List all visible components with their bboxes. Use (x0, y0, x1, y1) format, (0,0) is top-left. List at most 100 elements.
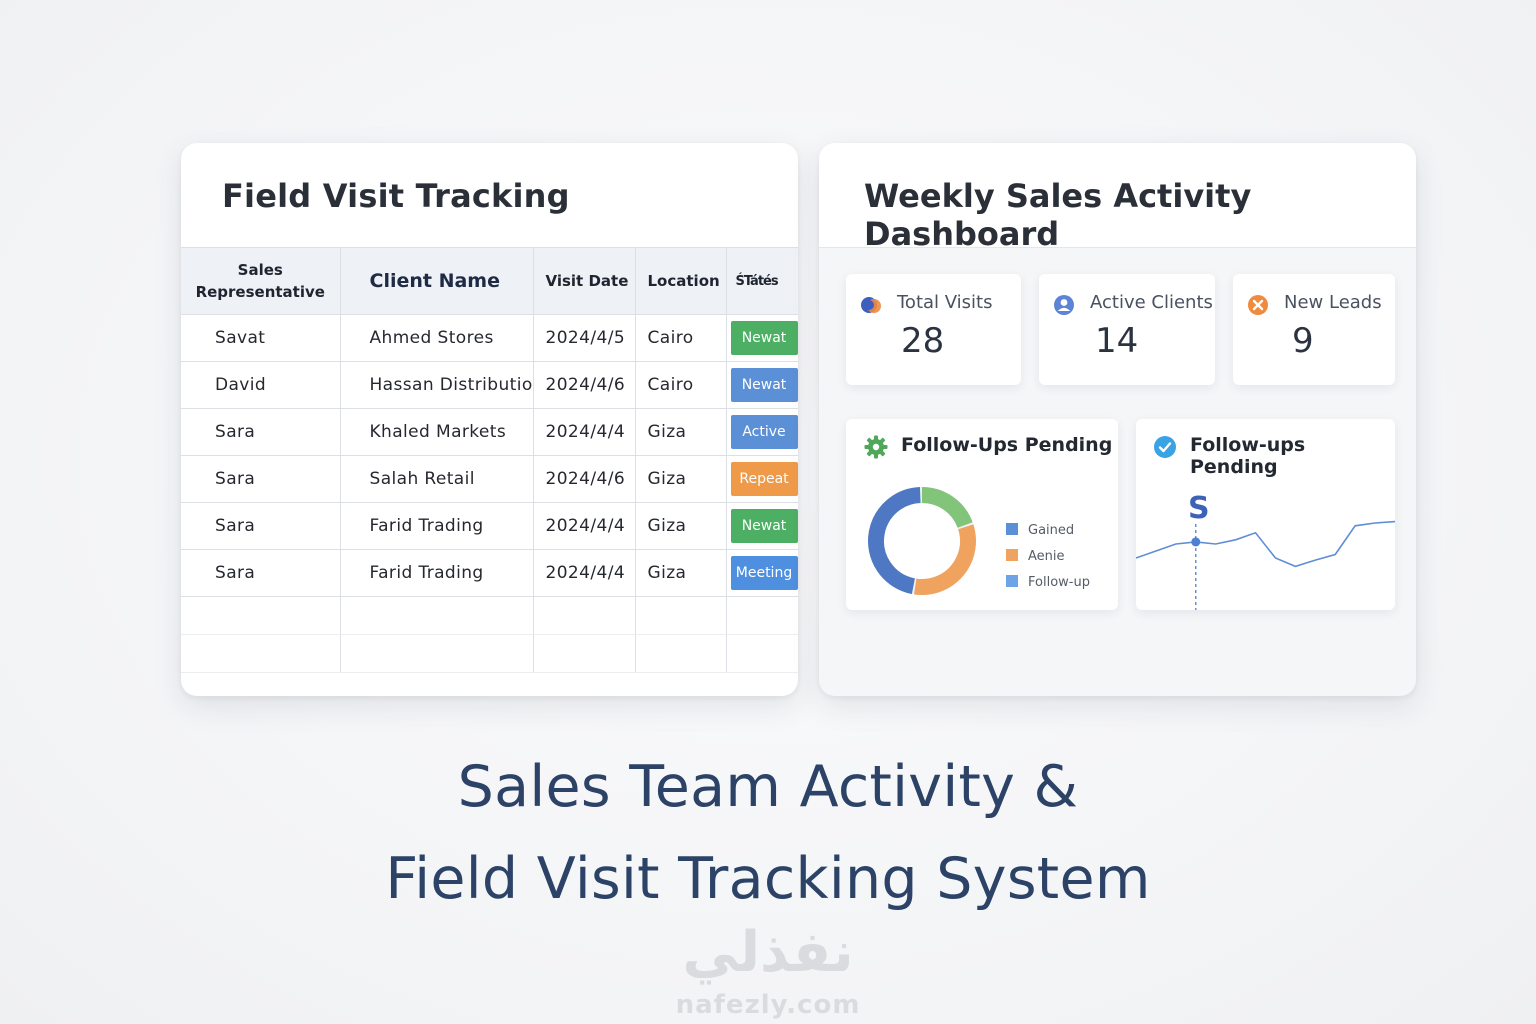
stat-value: 28 (901, 321, 945, 361)
empty-cell (726, 596, 798, 635)
table-row[interactable]: Savat Ahmed Stores 2024/4/5 Cairo Newat (181, 314, 798, 362)
table-row[interactable]: Sara Farid Trading 2024/4/4 Giza Meeting (181, 549, 798, 597)
stat-value: 9 (1292, 321, 1314, 361)
column-header-client-name[interactable]: Client Name (340, 247, 534, 315)
cell-visit-date: 2024/4/5 (533, 314, 636, 362)
field-visit-panel: Field Visit Tracking Sales Representativ… (181, 143, 798, 696)
cell-location: Giza (635, 408, 727, 456)
cell-status: Newat (726, 314, 798, 362)
empty-cell (635, 596, 727, 635)
check-circle-icon (1154, 436, 1176, 458)
cell-client-name: Salah Retail (340, 455, 534, 503)
empty-cell (181, 634, 341, 673)
legend-item-aenie: Aenie (1006, 549, 1065, 564)
cell-sales-rep: Sara (181, 455, 341, 503)
legend-swatch (1006, 575, 1018, 587)
line-card-title: Follow-ups Pending (1190, 434, 1306, 478)
field-visit-title: Field Visit Tracking (222, 177, 570, 215)
empty-cell (533, 596, 636, 635)
line-point-highlight[interactable] (1191, 537, 1201, 547)
legend-item-gained: Gained (1006, 523, 1074, 538)
stat-label: New Leads (1284, 292, 1382, 313)
dashboard-title: Weekly Sales Activity Dashboard (864, 177, 1252, 253)
cell-visit-date: 2024/4/4 (533, 549, 636, 597)
table-row[interactable]: David Hassan Distribution 2024/4/6 Cairo New… (181, 361, 798, 409)
stat-label: Total Visits (897, 292, 993, 313)
column-header-status[interactable]: ŚTátés (726, 247, 798, 315)
empty-cell (533, 634, 636, 673)
column-header-sales-rep[interactable]: Sales Representative (181, 247, 341, 315)
table-header-row: Sales Representative Client Name Visit D… (181, 247, 798, 315)
legend-swatch (1006, 523, 1018, 535)
dashboard-header: Weekly Sales Activity Dashboard (819, 143, 1416, 253)
line-marker-label: S (1188, 491, 1210, 526)
user-icon (1054, 295, 1074, 315)
stat-label: Active Clients (1090, 292, 1213, 313)
empty-cell (635, 634, 727, 673)
table-row[interactable]: Sara Khaled Markets 2024/4/4 Giza Active (181, 408, 798, 456)
cell-status: Newat (726, 502, 798, 550)
cell-sales-rep: Sara (181, 408, 341, 456)
empty-cell (181, 596, 341, 635)
cell-sales-rep: David (181, 361, 341, 409)
cell-location: Cairo (635, 314, 727, 362)
cell-client-name: Khaled Markets (340, 408, 534, 456)
lead-icon (1248, 295, 1268, 315)
empty-table-row (181, 634, 798, 673)
dashboard-panel: Weekly Sales Activity Dashboard Total Vi… (819, 143, 1416, 696)
column-header-visit-date[interactable]: Visit Date (533, 247, 636, 315)
cell-location: Giza (635, 502, 727, 550)
table-row[interactable]: Sara Salah Retail 2024/4/6 Giza Repeat (181, 455, 798, 503)
cell-status: Active (726, 408, 798, 456)
globe-icon (861, 297, 881, 313)
status-badge[interactable]: Newat (730, 509, 798, 543)
cell-client-name: Farid Trading (340, 549, 534, 597)
cell-sales-rep: Sara (181, 549, 341, 597)
stat-card-new-leads[interactable]: New Leads 9 (1233, 274, 1395, 385)
status-badge[interactable]: Repeat (730, 462, 798, 496)
donut-slice-follow-up[interactable] (868, 487, 976, 595)
cell-status: Newat (726, 361, 798, 409)
cell-visit-date: 2024/4/4 (533, 502, 636, 550)
cell-sales-rep: Savat (181, 314, 341, 362)
followups-donut-card: Follow-Ups Pending Gained Aenie Follow-u… (846, 419, 1118, 610)
empty-cell (726, 634, 798, 673)
cell-client-name: Hassan Distribution (340, 361, 534, 409)
status-badge[interactable]: Newat (730, 368, 798, 402)
column-header-location[interactable]: Location (635, 247, 727, 315)
empty-cell (340, 634, 534, 673)
cell-location: Cairo (635, 361, 727, 409)
empty-table-row (181, 596, 798, 635)
status-badge[interactable]: Newat (730, 321, 798, 355)
stat-card-total-visits[interactable]: Total Visits 28 (846, 274, 1021, 385)
followups-line-chart (1136, 520, 1395, 610)
cell-location: Giza (635, 549, 727, 597)
followups-donut-chart (868, 487, 976, 595)
status-badge[interactable]: Active (730, 415, 798, 449)
cell-status: Repeat (726, 455, 798, 503)
cell-location: Giza (635, 455, 727, 503)
cell-visit-date: 2024/4/6 (533, 361, 636, 409)
stat-card-active-clients[interactable]: Active Clients 14 (1039, 274, 1215, 385)
cell-visit-date: 2024/4/6 (533, 455, 636, 503)
legend-item-follow-up: Follow-up (1006, 575, 1090, 590)
headline-line-2: Field Visit Tracking System (385, 846, 1151, 912)
legend-swatch (1006, 549, 1018, 561)
followups-line-card: Follow-ups Pending S (1136, 419, 1395, 610)
headline-line-1: Sales Team Activity & (457, 754, 1079, 820)
visit-table: Sales Representative Client Name Visit D… (181, 247, 798, 673)
cell-client-name: Ahmed Stores (340, 314, 534, 362)
cell-client-name: Farid Trading (340, 502, 534, 550)
watermark-arabic: نفذلي (682, 920, 854, 985)
cell-status: Meeting (726, 549, 798, 597)
donut-card-title: Follow-Ups Pending (901, 434, 1113, 456)
stat-value: 14 (1095, 321, 1139, 361)
cell-visit-date: 2024/4/4 (533, 408, 636, 456)
line-series (1136, 520, 1395, 568)
empty-cell (340, 596, 534, 635)
gear-icon (864, 435, 888, 459)
watermark-domain: nafezly.com (675, 990, 861, 1020)
cell-sales-rep: Sara (181, 502, 341, 550)
status-badge[interactable]: Meeting (730, 556, 798, 590)
table-row[interactable]: Sara Farid Trading 2024/4/4 Giza Newat (181, 502, 798, 550)
